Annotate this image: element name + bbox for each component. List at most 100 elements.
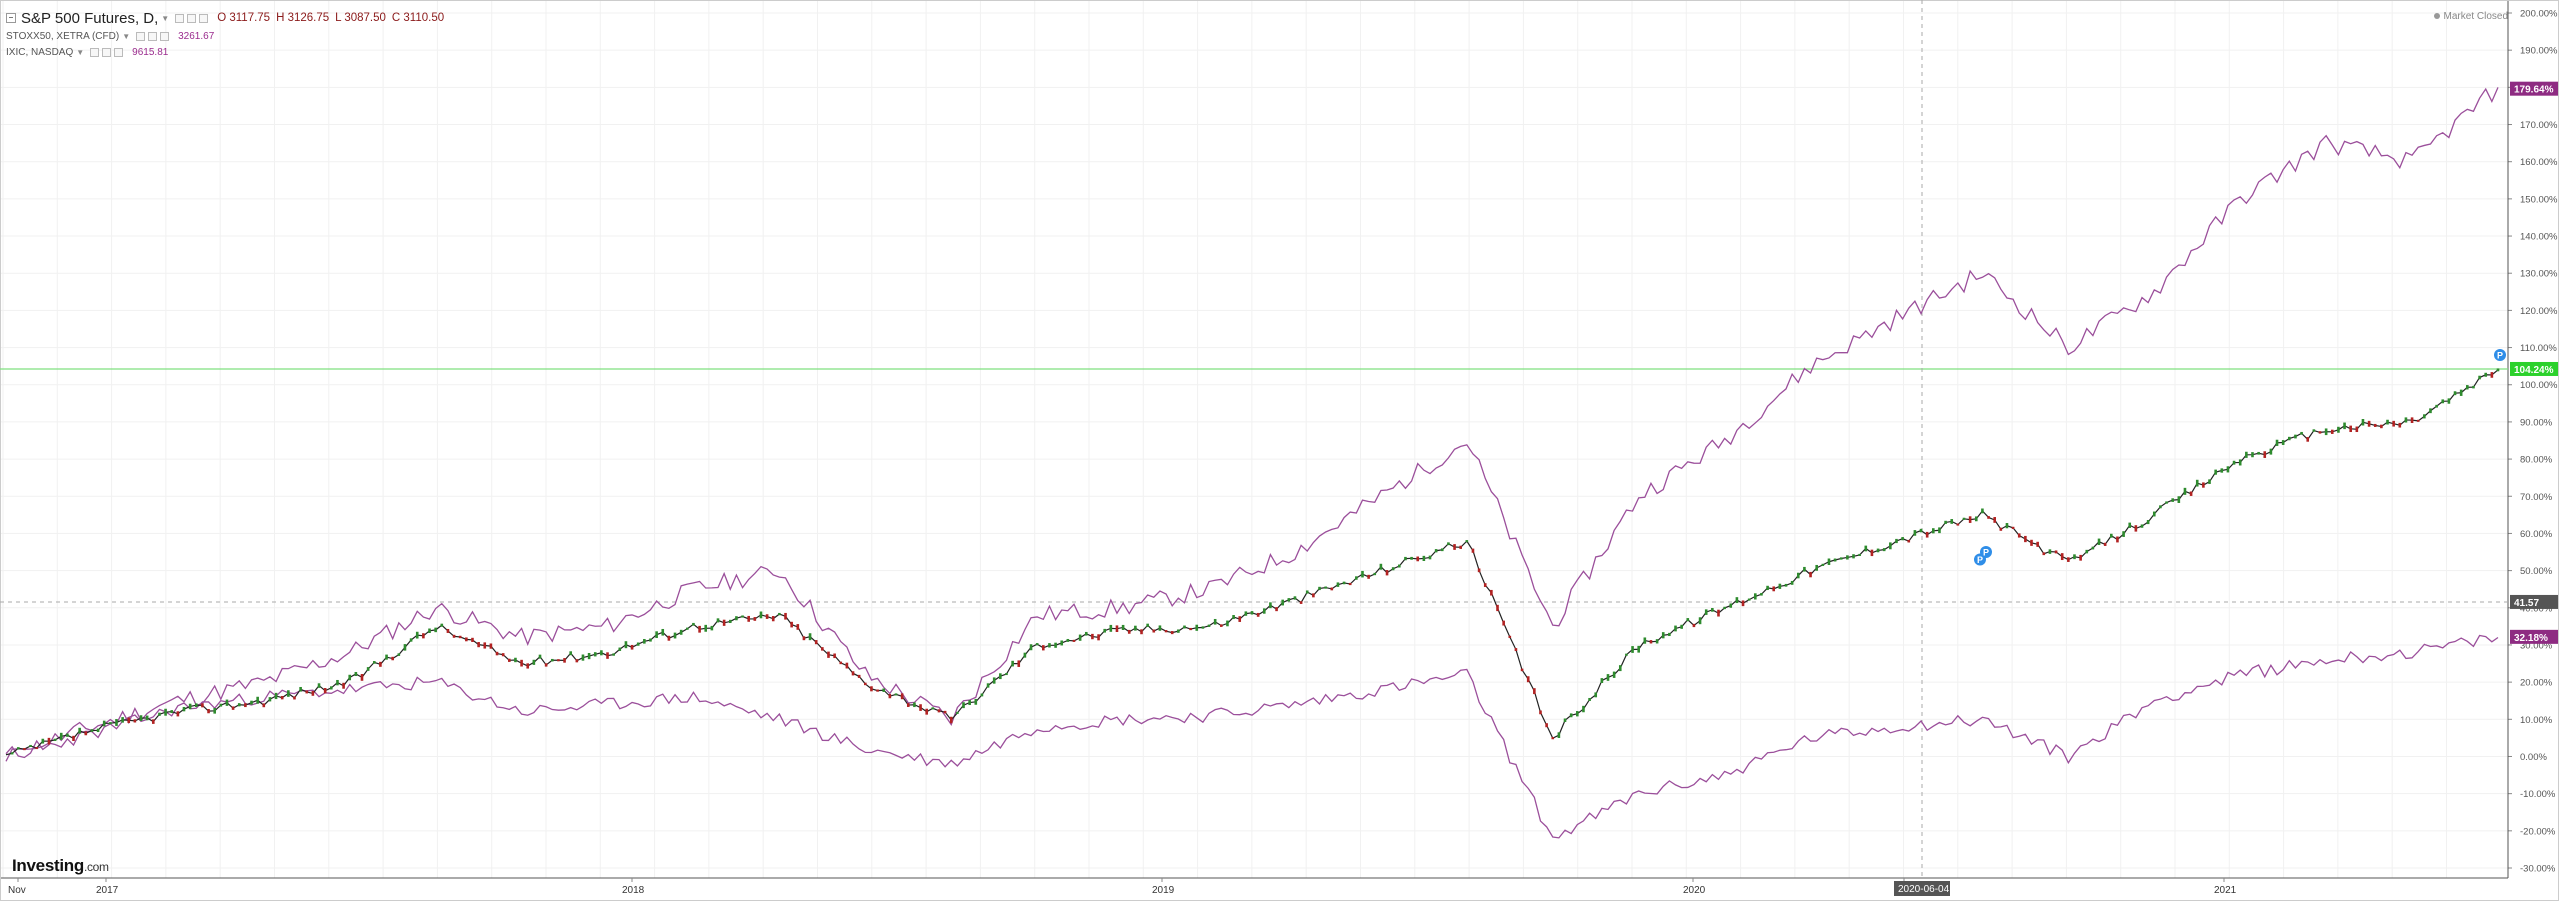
sp500-candle — [649, 638, 652, 642]
sp500-candle — [1582, 705, 1585, 713]
sp500-candle — [35, 747, 38, 750]
y-axis-label: 70.00% — [2520, 492, 2553, 503]
sp500-candle — [636, 642, 640, 646]
sp500-candle — [1962, 517, 1966, 520]
sp500-candle — [1778, 583, 1782, 589]
sp500-candle — [2042, 552, 2046, 556]
close-icon[interactable] — [199, 13, 209, 23]
sp500-candle — [501, 653, 505, 657]
sp500-candle — [1987, 516, 1990, 519]
sp500-candle — [2097, 538, 2101, 545]
sp500-candle — [1078, 634, 1082, 641]
sp500-candle — [1177, 629, 1180, 633]
legend-sp500-name[interactable]: S&P 500 Futures, D, — [21, 9, 159, 27]
sp500-candle — [280, 695, 284, 700]
sp500-candle — [1643, 637, 1647, 644]
sp500-candle — [2195, 479, 2199, 487]
close-icon[interactable] — [114, 47, 124, 57]
sp500-candle — [2134, 525, 2138, 532]
collapse-icon[interactable] — [6, 13, 16, 23]
sp500-candle — [1735, 597, 1739, 604]
settings-icon[interactable] — [102, 47, 112, 57]
sp500-candle — [1618, 665, 1622, 672]
sp500-candle — [1152, 629, 1156, 633]
sp500-candle — [1213, 618, 1217, 625]
sp500-candle — [1011, 660, 1014, 667]
sp500-candle — [1342, 581, 1346, 585]
sp500-candle — [2478, 375, 2481, 380]
sp500-candle — [237, 703, 241, 707]
sp500-candle — [1625, 653, 1628, 656]
sp500-candle — [1477, 568, 1481, 573]
sp500-candle — [778, 612, 781, 616]
settings-icon[interactable] — [148, 31, 158, 41]
settings-icon[interactable] — [187, 13, 197, 23]
eye-icon[interactable] — [136, 31, 146, 41]
sp500-candle — [686, 627, 689, 630]
sp500-candle — [796, 624, 800, 630]
sp500-candle — [508, 658, 511, 662]
sp500-candle — [2398, 422, 2402, 428]
sp500-candle — [1269, 602, 1272, 609]
badge-nasdaq: 179.64% — [2514, 85, 2554, 96]
sp500-candle — [1901, 537, 1904, 541]
sp500-candle — [557, 659, 560, 662]
legend-row-sp500[interactable]: S&P 500 Futures, D, ▼ O 3117.75 H 3126.7… — [6, 8, 444, 28]
sp500-candle — [1852, 554, 1855, 559]
sp500-candle — [870, 686, 873, 692]
eye-icon[interactable] — [175, 13, 185, 23]
sp500-candle — [1140, 629, 1143, 635]
sp500-candle — [1796, 572, 1800, 579]
sp500-candle — [1514, 648, 1518, 652]
sp500-candle — [1950, 519, 1954, 524]
sp500-candle — [759, 611, 763, 619]
sp500-candle — [1195, 624, 1199, 631]
sp500-candle — [2116, 536, 2119, 543]
sp500-candle — [906, 703, 910, 707]
legend-nasdaq-name[interactable]: IXIC, NASDAQ — [6, 46, 74, 58]
sp500-candle — [661, 628, 665, 636]
eye-icon[interactable] — [90, 47, 100, 57]
sp500-candle — [336, 679, 339, 686]
sp500-candle — [2110, 533, 2113, 538]
sp500-candle — [1262, 608, 1266, 614]
sp500-candle — [888, 694, 892, 699]
sp500-candle — [2429, 408, 2432, 414]
sp500-candle — [29, 744, 32, 747]
sp500-candle — [1938, 527, 1941, 534]
sp500-candle — [102, 720, 106, 727]
y-axis-label: 20.00% — [2520, 678, 2553, 689]
sp500-candle — [771, 616, 775, 622]
sp500-candle — [1674, 625, 1677, 632]
sp500-candle — [10, 752, 14, 755]
sp500-candle — [569, 651, 572, 656]
sp500-candle — [465, 637, 468, 642]
sp500-candle — [2447, 398, 2451, 404]
sp500-candle — [1189, 627, 1192, 631]
y-axis-label: -30.00% — [2520, 864, 2556, 875]
sp500-candle — [2472, 385, 2475, 389]
series-nasdaq-line — [5, 87, 2499, 759]
legend-row-nasdaq[interactable]: IXIC, NASDAQ ▼ 9615.81 — [6, 44, 444, 60]
sp500-candle — [2165, 501, 2168, 504]
sp500-candle — [2208, 479, 2211, 484]
sp500-candle — [2355, 426, 2359, 433]
chevron-down-icon[interactable]: ▼ — [161, 13, 170, 23]
chevron-down-icon[interactable]: ▼ — [122, 31, 131, 41]
chevron-down-icon[interactable]: ▼ — [76, 47, 85, 57]
y-axis-label: 140.00% — [2520, 232, 2558, 243]
legend-stoxx-name[interactable]: STOXX50, XETRA (CFD) — [6, 30, 120, 42]
legend-row-stoxx[interactable]: STOXX50, XETRA (CFD) ▼ 3261.67 — [6, 28, 444, 44]
sp500-candle — [606, 652, 609, 659]
sp500-candle — [1661, 632, 1665, 639]
y-axis-label: 0.00% — [2520, 752, 2547, 763]
sp500-candle — [2330, 429, 2334, 434]
sp500-candle — [1545, 723, 1548, 728]
sp500-candle — [1361, 570, 1364, 578]
sp500-candle — [1097, 634, 1100, 641]
sp500-candle — [428, 628, 431, 634]
sp500-candle — [483, 642, 487, 649]
close-icon[interactable] — [160, 31, 170, 41]
